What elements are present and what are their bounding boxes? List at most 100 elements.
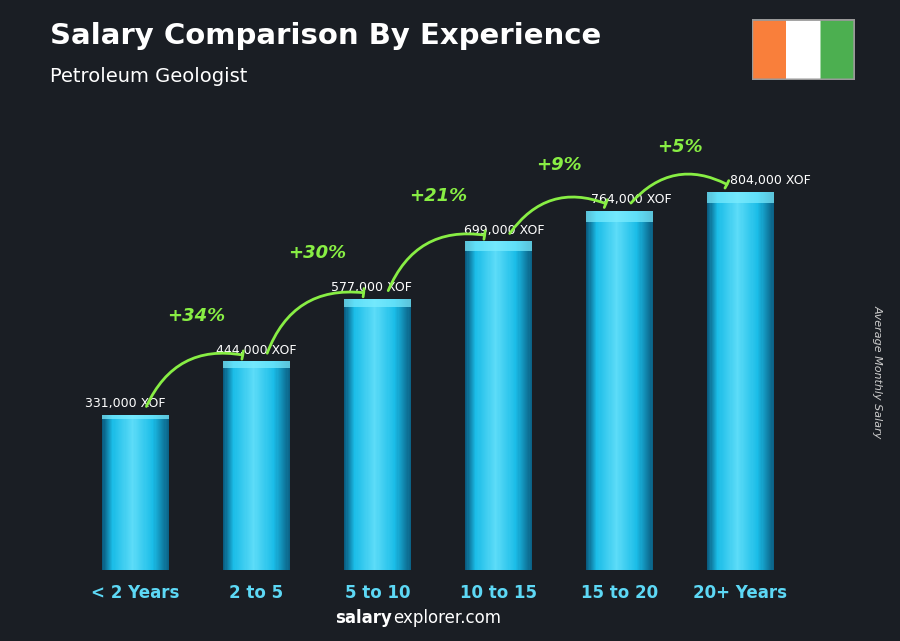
Bar (588, 211, 589, 570)
Bar (508, 242, 509, 570)
Bar (276, 362, 277, 570)
Bar (344, 299, 410, 307)
Bar (494, 242, 495, 570)
Bar (726, 192, 727, 570)
Bar (770, 192, 771, 570)
Bar (723, 192, 724, 570)
Bar (586, 211, 588, 570)
Bar (103, 415, 104, 570)
Bar (751, 192, 752, 570)
Bar (151, 415, 152, 570)
Bar (719, 192, 720, 570)
Bar (722, 192, 723, 570)
Bar (503, 242, 504, 570)
Bar (165, 415, 166, 570)
Bar (481, 242, 482, 570)
Bar (786, 19, 821, 80)
Bar (642, 211, 643, 570)
Bar (470, 242, 471, 570)
Bar (767, 192, 768, 570)
Bar (353, 299, 355, 570)
Bar (124, 415, 126, 570)
Bar (610, 211, 612, 570)
Bar (363, 299, 365, 570)
Bar (603, 211, 604, 570)
Bar (244, 362, 246, 570)
Bar (761, 192, 762, 570)
Bar (260, 362, 261, 570)
Bar (288, 362, 289, 570)
Bar (143, 415, 144, 570)
Bar (381, 299, 382, 570)
Text: +5%: +5% (657, 138, 703, 156)
Bar (488, 242, 489, 570)
Bar (385, 299, 386, 570)
Bar (275, 362, 276, 570)
Bar (376, 299, 377, 570)
Bar (110, 415, 112, 570)
Bar (127, 415, 128, 570)
Bar (510, 242, 512, 570)
Bar (741, 192, 742, 570)
Text: Average Monthly Salary: Average Monthly Salary (872, 305, 883, 438)
Bar (146, 415, 147, 570)
Bar (768, 192, 769, 570)
Bar (234, 362, 236, 570)
Bar (593, 211, 594, 570)
Bar (625, 211, 626, 570)
Bar (231, 362, 232, 570)
Bar (612, 211, 613, 570)
Bar (155, 415, 156, 570)
Bar (246, 362, 247, 570)
Bar (728, 192, 729, 570)
Bar (382, 299, 383, 570)
Bar (108, 415, 109, 570)
Bar (274, 362, 275, 570)
Bar (471, 242, 472, 570)
Text: 577,000 XOF: 577,000 XOF (331, 281, 412, 294)
Bar (608, 211, 609, 570)
Bar (729, 192, 731, 570)
Bar (277, 362, 279, 570)
Bar (393, 299, 394, 570)
Bar (624, 211, 625, 570)
Bar (167, 415, 169, 570)
Bar (139, 415, 140, 570)
Bar (134, 415, 136, 570)
Bar (390, 299, 391, 570)
Bar (280, 362, 281, 570)
Bar (651, 211, 652, 570)
Bar (369, 299, 370, 570)
Bar (627, 211, 628, 570)
Bar (491, 242, 493, 570)
Bar (255, 362, 256, 570)
Bar (618, 211, 619, 570)
Bar (712, 192, 713, 570)
Bar (483, 242, 484, 570)
Bar (710, 192, 712, 570)
Bar (120, 415, 122, 570)
Bar (344, 299, 346, 570)
Bar (586, 211, 652, 222)
Bar (162, 415, 163, 570)
Bar (756, 192, 757, 570)
Bar (375, 299, 376, 570)
Bar (226, 362, 227, 570)
Text: 699,000 XOF: 699,000 XOF (464, 224, 544, 237)
Bar (229, 362, 230, 570)
Bar (753, 192, 755, 570)
Bar (628, 211, 629, 570)
Bar (529, 242, 531, 570)
Bar (600, 211, 602, 570)
Bar (523, 242, 524, 570)
Text: +21%: +21% (409, 187, 467, 205)
Bar (629, 211, 631, 570)
Bar (617, 211, 618, 570)
Bar (633, 211, 634, 570)
Bar (142, 415, 143, 570)
Bar (403, 299, 404, 570)
Bar (489, 242, 490, 570)
Bar (115, 415, 117, 570)
Bar (129, 415, 130, 570)
Bar (282, 362, 284, 570)
